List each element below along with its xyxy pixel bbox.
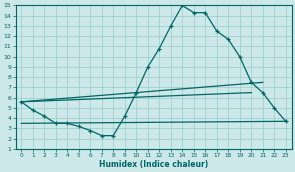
X-axis label: Humidex (Indice chaleur): Humidex (Indice chaleur) [99,159,208,169]
